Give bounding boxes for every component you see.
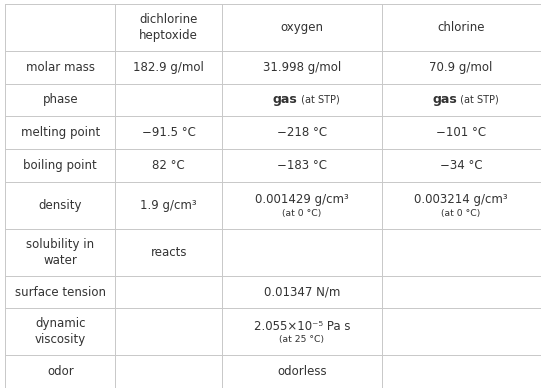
Text: oxygen: oxygen [281, 21, 323, 34]
Text: surface tension: surface tension [15, 285, 106, 299]
Text: 82 °C: 82 °C [152, 159, 185, 172]
Text: (at 0 °C): (at 0 °C) [442, 209, 480, 218]
Text: (at STP): (at STP) [298, 95, 340, 105]
Text: phase: phase [43, 93, 78, 107]
Text: (at 0 °C): (at 0 °C) [282, 209, 322, 218]
Text: gas: gas [432, 93, 457, 107]
Text: reacts: reacts [150, 246, 187, 259]
Text: dynamic
viscosity: dynamic viscosity [35, 318, 86, 347]
Text: 182.9 g/mol: 182.9 g/mol [133, 61, 204, 74]
Text: 2.055×10⁻⁵ Pa s: 2.055×10⁻⁵ Pa s [254, 320, 350, 333]
Text: −101 °C: −101 °C [436, 126, 486, 139]
Text: 31.998 g/mol: 31.998 g/mol [263, 61, 341, 74]
Text: −218 °C: −218 °C [277, 126, 327, 139]
Text: chlorine: chlorine [437, 21, 485, 34]
Text: gas: gas [273, 93, 298, 107]
Text: (at 25 °C): (at 25 °C) [280, 336, 324, 345]
Text: −91.5 °C: −91.5 °C [142, 126, 195, 139]
Text: 0.003214 g/cm³: 0.003214 g/cm³ [414, 193, 508, 206]
Text: −183 °C: −183 °C [277, 159, 327, 172]
Text: odor: odor [47, 365, 74, 378]
Text: solubility in
water: solubility in water [26, 238, 94, 267]
Text: 70.9 g/mol: 70.9 g/mol [429, 61, 493, 74]
Text: melting point: melting point [21, 126, 100, 139]
Text: 0.01347 N/m: 0.01347 N/m [264, 285, 340, 299]
Text: dichlorine
heptoxide: dichlorine heptoxide [139, 13, 198, 42]
Text: (at STP): (at STP) [457, 95, 498, 105]
Text: boiling point: boiling point [23, 159, 97, 172]
Text: −34 °C: −34 °C [440, 159, 483, 172]
Text: molar mass: molar mass [26, 61, 95, 74]
Text: 1.9 g/cm³: 1.9 g/cm³ [140, 199, 197, 212]
Text: density: density [39, 199, 82, 212]
Text: odorless: odorless [277, 365, 327, 378]
Text: 0.001429 g/cm³: 0.001429 g/cm³ [255, 193, 349, 206]
